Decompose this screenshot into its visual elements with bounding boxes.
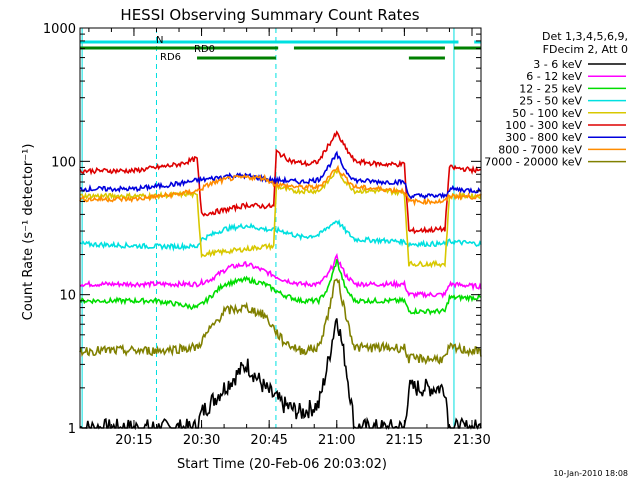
series-line-0 xyxy=(79,318,482,431)
y-axis-label: Count Rate (s⁻¹ detector⁻¹) xyxy=(21,144,36,321)
series-line-7 xyxy=(79,164,482,207)
legend: Det 1,3,4,5,6,9,FDecim 2, Att 0 3 - 6 keV… xyxy=(484,30,628,169)
series-lines xyxy=(79,130,482,431)
segment-label-1: RD0 xyxy=(194,44,215,55)
x-axis-label: Start Time (20-Feb-06 20:03:02) xyxy=(177,457,387,472)
legend-label-6: 300 - 800 keV xyxy=(505,131,582,144)
x-tick-label-1: 20:30 xyxy=(183,433,220,448)
series-line-6 xyxy=(79,150,482,201)
x-tick-label-5: 21:30 xyxy=(453,433,490,448)
x-tick-label-2: 20:45 xyxy=(250,433,287,448)
x-tick-label-4: 21:15 xyxy=(386,433,423,448)
legend-label-4: 50 - 100 keV xyxy=(512,107,582,120)
series-line-5 xyxy=(79,130,482,235)
legend-header-0: Det 1,3,4,5,6,9, xyxy=(542,30,628,43)
y-tick-label-0: 1 xyxy=(68,422,76,437)
y-tick-label-1: 10 xyxy=(59,289,76,304)
legend-label-2: 12 - 25 keV xyxy=(519,82,582,95)
legend-label-7: 800 - 7000 keV xyxy=(498,143,582,156)
segment-label-2: RD6 xyxy=(160,52,181,63)
legend-header-1: FDecim 2, Att 0 xyxy=(543,43,628,56)
segment-label-0: N xyxy=(156,35,163,46)
legend-label-0: 3 - 6 keV xyxy=(533,58,582,71)
y-tick-label-2: 100 xyxy=(51,155,76,170)
generated-timestamp: 10-Jan-2010 18:08 xyxy=(553,469,628,478)
chart-title: HESSI Observing Summary Count Rates xyxy=(120,6,419,24)
legend-label-1: 6 - 12 keV xyxy=(526,70,582,83)
y-tick-label-3: 1000 xyxy=(43,22,76,37)
legend-label-5: 100 - 300 keV xyxy=(505,119,582,132)
series-line-2 xyxy=(79,259,482,316)
plot-frame xyxy=(79,27,482,429)
x-tick-label-3: 21:00 xyxy=(318,433,355,448)
series-line-8 xyxy=(79,278,482,366)
series-line-3 xyxy=(79,218,482,252)
observing-segments: N RD0 RD6 xyxy=(79,35,481,63)
axes: 20:15 20:30 20:45 21:00 21:15 21:30 1 10 100 1000 xyxy=(43,22,491,448)
series-line-1 xyxy=(79,252,482,299)
legend-label-3: 25 - 50 keV xyxy=(519,95,582,108)
x-tick-label-0: 20:15 xyxy=(115,433,152,448)
legend-label-8: 7000 - 20000 keV xyxy=(484,156,582,169)
